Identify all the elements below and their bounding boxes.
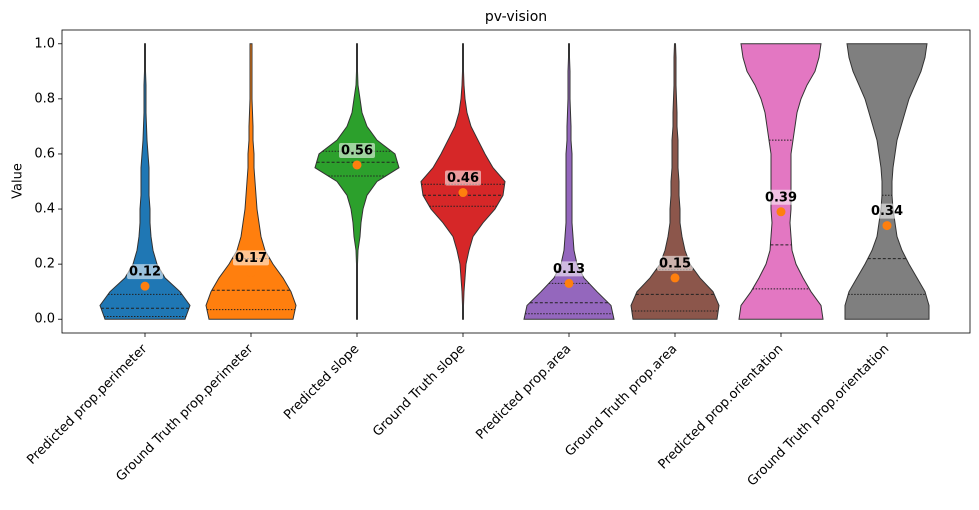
violin <box>523 43 615 320</box>
violin <box>314 43 400 320</box>
violin <box>99 43 191 320</box>
mean-label: 0.12 <box>129 265 161 280</box>
mean-marker <box>246 267 256 277</box>
label-box <box>763 189 799 205</box>
y-tick-label: 0.6 <box>34 146 55 161</box>
mean-marker <box>140 281 150 291</box>
y-tick-label: 0.0 <box>34 312 55 327</box>
y-tick-label: 0.8 <box>34 91 55 106</box>
mean-marker <box>882 221 892 231</box>
label-box <box>551 261 587 277</box>
label-box <box>127 264 163 280</box>
plot-frame <box>61 29 971 334</box>
label-box <box>869 203 905 219</box>
mean-label: 0.56 <box>341 143 373 158</box>
mean-marker <box>352 160 362 170</box>
violin <box>205 43 297 320</box>
label-box <box>445 170 481 186</box>
violin <box>738 43 824 320</box>
mean-marker <box>670 273 680 283</box>
violin <box>844 43 930 320</box>
label-box <box>657 255 693 271</box>
mean-marker <box>776 207 786 217</box>
y-tick-label: 1.0 <box>34 36 55 51</box>
label-box <box>339 142 375 158</box>
x-tick-label: Predicted prop.perimeter <box>24 341 150 467</box>
mean-label: 0.15 <box>659 256 691 271</box>
mean-marker <box>564 278 574 288</box>
mean-label: 0.34 <box>871 204 903 219</box>
mean-label: 0.13 <box>553 262 585 277</box>
x-tick-label: Ground Truth slope <box>370 342 468 440</box>
violin <box>630 43 720 320</box>
y-tick-label: 0.4 <box>34 202 55 217</box>
chart-title: pv-vision <box>485 9 547 25</box>
x-tick-label: Predicted prop.orientation <box>656 342 787 473</box>
label-box <box>233 250 269 266</box>
y-axis-label: Value <box>11 163 26 199</box>
x-tick-label: Predicted prop.area <box>473 342 574 443</box>
mean-label: 0.17 <box>235 251 267 266</box>
x-tick-label: Ground Truth prop.area <box>562 342 680 460</box>
mean-marker <box>458 188 468 198</box>
mean-label: 0.46 <box>447 171 479 186</box>
y-tick-label: 0.2 <box>34 257 55 272</box>
mean-label: 0.39 <box>765 190 797 205</box>
x-tick-label: Predicted slope <box>281 342 362 423</box>
